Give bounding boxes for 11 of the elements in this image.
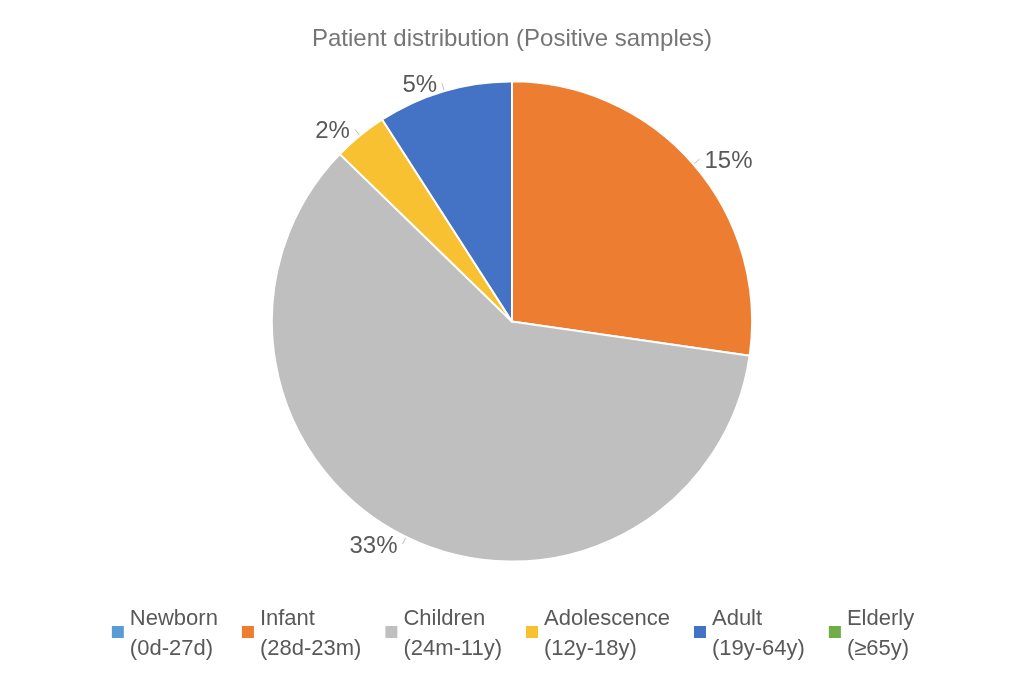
chart-title: Patient distribution (Positive samples)	[311, 23, 713, 51]
data-label: 33%	[349, 530, 398, 558]
legend-label: Infant (28d-23m)	[259, 604, 362, 660]
legend-label: Children (24m-11y)	[403, 604, 503, 660]
legend-label: Adolescence (12y-18y)	[544, 604, 670, 660]
data-label: 5%	[402, 69, 438, 97]
legend-label: Newborn (0d-27d)	[129, 604, 218, 660]
legend-label: Elderly (≥65y)	[846, 604, 915, 660]
data-label: 15%	[704, 145, 753, 173]
data-label: 2%	[315, 115, 350, 143]
legend-label: Adult (19y-64y)	[711, 604, 805, 660]
